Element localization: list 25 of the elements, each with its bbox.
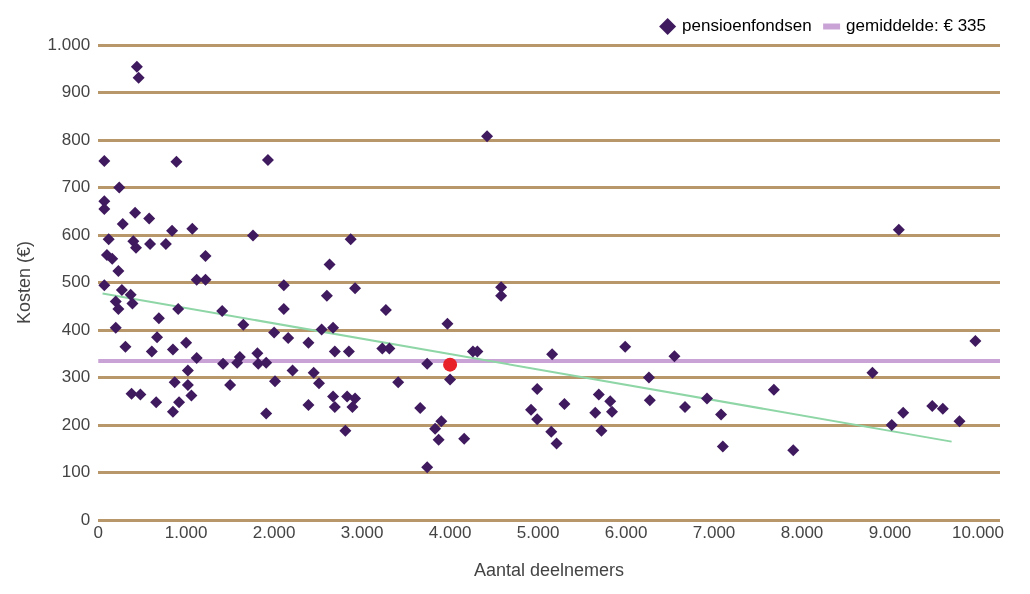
legend-label: pensioenfondsen xyxy=(682,16,812,36)
x-tick-label: 3.000 xyxy=(340,522,384,542)
y-tick-label: 600 xyxy=(61,224,91,244)
y-tick-label: 900 xyxy=(61,82,91,102)
x-tick-label: 7.000 xyxy=(692,522,736,542)
x-tick-label: 6.000 xyxy=(604,522,648,542)
y-axis-title: Kosten (€) xyxy=(13,240,34,325)
x-tick-label: 8.000 xyxy=(780,522,824,542)
x-tick-label: 9.000 xyxy=(868,522,912,542)
y-tick-label: 400 xyxy=(61,319,91,339)
x-tick-label: 2.000 xyxy=(252,522,296,542)
y-tick-label: 800 xyxy=(61,129,91,149)
y-tick-label: 0 xyxy=(80,509,91,529)
y-tick-label: 700 xyxy=(61,177,91,197)
y-tick-label: 200 xyxy=(61,414,91,434)
x-axis-title: Aantal deelnemers xyxy=(474,560,625,581)
y-tick-label: 500 xyxy=(61,272,91,292)
x-tick-label: 4.000 xyxy=(428,522,472,542)
x-tick-label: 1.000 xyxy=(164,522,208,542)
y-tick-label: 1.000 xyxy=(47,34,91,54)
x-tick-label: 5.000 xyxy=(516,522,560,542)
x-tick-label: 10.000 xyxy=(952,522,1004,542)
legend-label: gemiddelde: € 335 xyxy=(846,16,987,36)
y-tick-label: 100 xyxy=(61,462,91,482)
y-tick-label: 300 xyxy=(61,367,91,387)
